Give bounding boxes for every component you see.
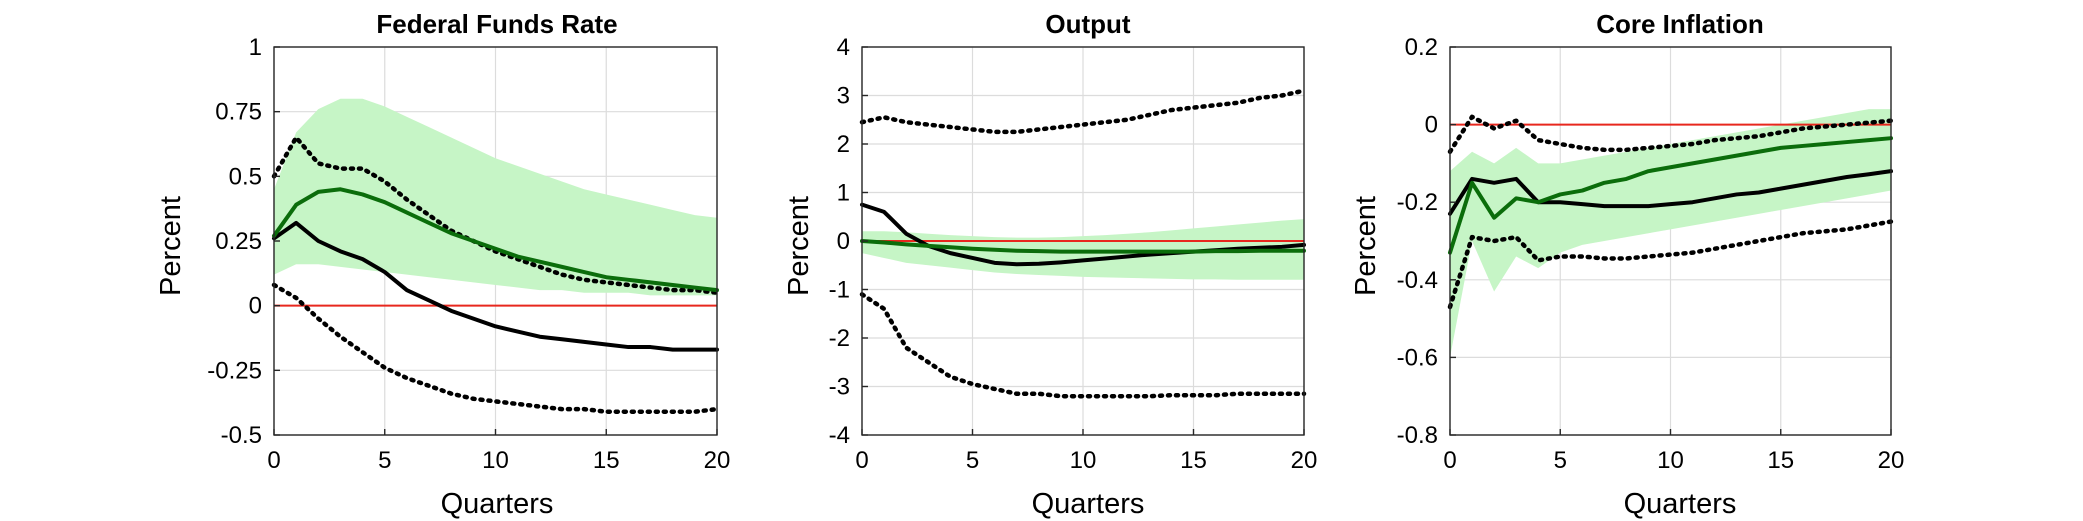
dotted-series-line bbox=[859, 88, 1307, 135]
x-tick-label: 0 bbox=[855, 447, 868, 474]
plot-area bbox=[271, 46, 720, 436]
median-series-line bbox=[860, 239, 1306, 254]
panel-core-inflation: Core Inflation Percent Quarters 0 5 10 15 20… bbox=[1350, 9, 1904, 520]
panel-federal-funds-rate: Federal Funds Rate Percent Quarters 0 5 10… bbox=[155, 9, 730, 520]
y-axis-label: Percent bbox=[155, 196, 187, 296]
credible-band bbox=[862, 219, 1304, 280]
x-tick-label: 20 bbox=[704, 447, 731, 474]
y-tick-label: 0.5 bbox=[229, 163, 262, 190]
y-tick-label: -3 bbox=[829, 374, 850, 401]
x-tick-label: 20 bbox=[1878, 447, 1905, 474]
x-axis-label: Quarters bbox=[1032, 488, 1145, 520]
panel-title: Core Inflation bbox=[1596, 9, 1764, 39]
y-tick-label: 2 bbox=[837, 131, 850, 158]
panel-title: Output bbox=[1045, 9, 1131, 39]
x-tick-label: 20 bbox=[1291, 447, 1318, 474]
y-tick-label: -0.8 bbox=[1397, 422, 1438, 449]
y-tick-label: 1 bbox=[837, 180, 850, 207]
y-axis-label: Percent bbox=[1350, 196, 1382, 296]
credible-band bbox=[274, 98, 717, 296]
x-tick-label: 15 bbox=[1180, 447, 1207, 474]
x-axis-label: Quarters bbox=[441, 488, 554, 520]
y-tick-label: 0.2 bbox=[1405, 34, 1438, 61]
x-tick-label: 15 bbox=[1767, 447, 1794, 474]
panel-title: Federal Funds Rate bbox=[376, 9, 617, 39]
plot-area bbox=[1447, 46, 1894, 436]
x-tick-label: 10 bbox=[482, 447, 509, 474]
x-tick-label: 0 bbox=[267, 447, 280, 474]
dotted-series-line bbox=[1447, 219, 1894, 310]
y-tick-label: 0.25 bbox=[215, 228, 262, 255]
x-tick-label: 0 bbox=[1443, 447, 1456, 474]
x-axis-label: Quarters bbox=[1624, 488, 1737, 520]
x-tick-label: 10 bbox=[1657, 447, 1684, 474]
x-tick-label: 15 bbox=[593, 447, 620, 474]
dotted-series-line bbox=[271, 135, 720, 295]
median-series-line bbox=[1448, 136, 1893, 255]
credible-band bbox=[1450, 109, 1891, 358]
x-tick-label: 5 bbox=[966, 447, 979, 474]
plot-area bbox=[859, 46, 1307, 436]
y-tick-label: 0 bbox=[1425, 112, 1438, 139]
y-tick-label: -4 bbox=[829, 422, 850, 449]
dotted-series-line bbox=[271, 282, 720, 414]
y-tick-label: -0.6 bbox=[1397, 344, 1438, 371]
y-tick-label: -0.2 bbox=[1397, 189, 1438, 216]
y-tick-label: -2 bbox=[829, 325, 850, 352]
dotted-series-line bbox=[859, 292, 1307, 399]
y-tick-label: -0.5 bbox=[221, 422, 262, 449]
y-tick-label: -0.4 bbox=[1397, 267, 1438, 294]
panel-output: Output Percent Quarters 0 5 10 15 20-4-3-2-1… bbox=[783, 9, 1317, 520]
dotted-series-line bbox=[1447, 114, 1894, 155]
y-tick-label: -0.25 bbox=[207, 357, 262, 384]
y-tick-label: -1 bbox=[829, 277, 850, 304]
y-tick-label: 0 bbox=[249, 293, 262, 320]
x-tick-label: 5 bbox=[1554, 447, 1567, 474]
x-tick-label: 10 bbox=[1070, 447, 1097, 474]
y-axis-label: Percent bbox=[783, 196, 815, 296]
y-tick-label: 1 bbox=[249, 34, 262, 61]
y-tick-label: 0.75 bbox=[215, 99, 262, 126]
y-tick-label: 4 bbox=[837, 34, 850, 61]
median-series-line bbox=[272, 187, 719, 293]
y-tick-label: 3 bbox=[837, 83, 850, 110]
y-tick-label: 0 bbox=[837, 228, 850, 255]
x-tick-label: 5 bbox=[378, 447, 391, 474]
point-series-line bbox=[1448, 169, 1893, 216]
point-series-line bbox=[272, 220, 719, 352]
